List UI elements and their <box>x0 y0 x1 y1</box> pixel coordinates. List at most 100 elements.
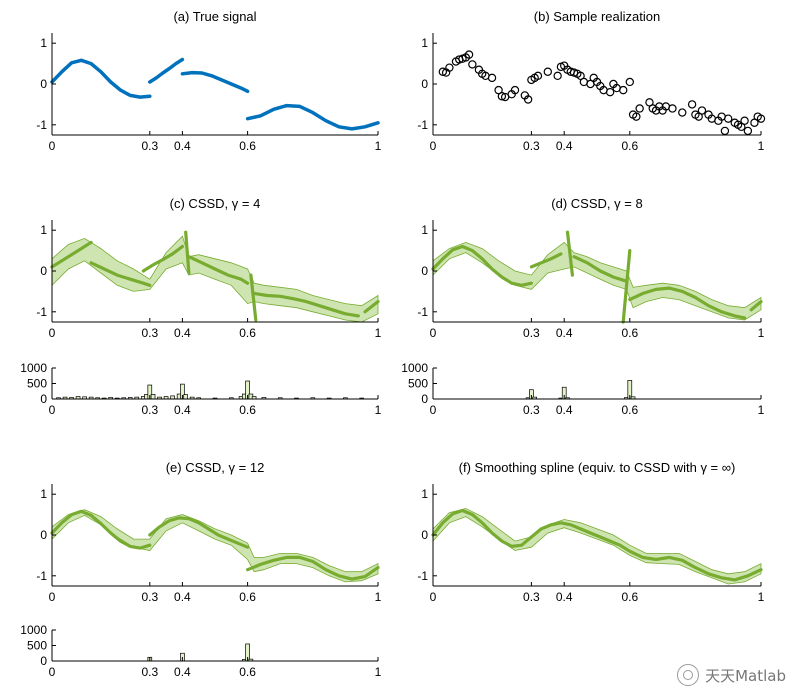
panel-f: (f) Smoothing spline (equiv. to CSSD wit… <box>417 460 764 604</box>
panel-f-confidence-band <box>433 509 761 585</box>
panel-b-y-tick-label: -1 <box>417 118 428 132</box>
panel-a-x-tick-label: 0.3 <box>141 139 158 153</box>
panel-a-series-segment <box>150 60 183 83</box>
panel-e-title: (e) CSSD, γ = 12 <box>166 460 265 475</box>
panel-d-hist-x-tick-label: 0.4 <box>556 403 573 417</box>
panel-a-y-tick-label: 0 <box>40 77 47 91</box>
panel-f-y-tick-label: 0 <box>421 528 428 542</box>
watermark-text: 天天Matlab <box>705 665 786 686</box>
panel-a-title: (a) True signal <box>173 9 256 24</box>
panel-b-data-point <box>725 115 732 122</box>
panel-e-x-tick-label: 0 <box>49 590 56 604</box>
panel-f-title: (f) Smoothing spline (equiv. to CSSD wit… <box>459 460 736 475</box>
panel-b-x-tick-label: 0 <box>430 139 437 153</box>
panel-e-x-tick-label: 0.4 <box>174 590 191 604</box>
panel-b-data-point <box>721 127 728 134</box>
panel-e-x-tick-label: 1 <box>375 590 382 604</box>
panel-d-hist-y-tick-label: 500 <box>408 377 428 391</box>
panel-d-y-tick-label: -1 <box>417 305 428 319</box>
panel-b-data-point <box>554 72 561 79</box>
panel-f-x-tick-label: 0.6 <box>621 590 638 604</box>
panel-a-series-segment <box>248 106 378 129</box>
panel-e-x-tick-label: 0.6 <box>239 590 256 604</box>
panel-c-hist-x-tick-label: 0.3 <box>141 403 158 417</box>
panel-e-hist-y-tick-label: 0 <box>40 654 47 668</box>
figure: (a) True signal0 0.3 0.4 0.6 1-101(b) Sample… <box>0 0 800 700</box>
panel-b-data-point <box>636 105 643 112</box>
panel-c-y-tick-label: 0 <box>40 264 47 278</box>
panel-d-title: (d) CSSD, γ = 8 <box>551 196 642 211</box>
panel-e-hist-y-tick-label: 1000 <box>20 623 47 637</box>
panel-f-y-tick-label: -1 <box>417 569 428 583</box>
panel-d-hist-x-tick-label: 1 <box>758 403 765 417</box>
panel-c-hist-x-tick-label: 0.4 <box>174 403 191 417</box>
panel-b-data-point <box>626 78 633 85</box>
panel-e-x-tick-label: 0.3 <box>141 590 158 604</box>
panel-c-x-tick-label: 0 <box>49 326 56 340</box>
panel-e-hist-x-tick-label: 0 <box>49 665 56 679</box>
panel-c-x-tick-label: 0.6 <box>239 326 256 340</box>
panel-d-hist-x-tick-label: 0 <box>430 403 437 417</box>
panel-f-x-tick-label: 0.4 <box>556 590 573 604</box>
panel-c-histogram-bar <box>184 395 188 399</box>
panel-b-data-point <box>620 87 627 94</box>
panel-b-x-tick-label: 0.6 <box>621 139 638 153</box>
panel-a-x-tick-label: 0.6 <box>239 139 256 153</box>
panel-d-hist-x-tick-label: 0.3 <box>523 403 540 417</box>
panel-c-hist-y-tick-label: 500 <box>27 377 47 391</box>
panel-d-y-tick-label: 1 <box>421 223 428 237</box>
panel-c-hist-x-tick-label: 0.6 <box>239 403 256 417</box>
panel-b-x-tick-label: 0.3 <box>523 139 540 153</box>
panel-e-hist-x-tick-label: 0.3 <box>141 665 158 679</box>
panel-d-x-tick-label: 0.6 <box>621 326 638 340</box>
panel-a-y-tick-label: 1 <box>40 36 47 50</box>
panel-b-x-tick-label: 0.4 <box>556 139 573 153</box>
watermark: 天天Matlab <box>677 664 786 686</box>
panel-c-y-tick-label: -1 <box>36 305 47 319</box>
panel-b-data-point <box>741 117 748 124</box>
panel-c-y-tick-label: 1 <box>40 223 47 237</box>
panel-f-y-tick-label: 1 <box>421 487 428 501</box>
panel-a-series-segment <box>52 60 150 97</box>
panel-b-y-tick-label: 0 <box>421 77 428 91</box>
panel-c-hist-x-tick-label: 0 <box>49 403 56 417</box>
panel-b-data-point <box>744 127 751 134</box>
panel-a-y-tick-label: -1 <box>36 118 47 132</box>
panel-d-x-tick-label: 0.3 <box>523 326 540 340</box>
panel-e-y-tick-label: 1 <box>40 487 47 501</box>
panel-b-data-point <box>469 61 476 68</box>
panel-b-data-point <box>488 74 495 81</box>
panel-f-x-tick-label: 0 <box>430 590 437 604</box>
panel-d-x-tick-label: 0 <box>430 326 437 340</box>
panel-d-hist-y-tick-label: 0 <box>421 392 428 406</box>
panel-c-title: (c) CSSD, γ = 4 <box>170 196 261 211</box>
wechat-icon <box>677 664 699 686</box>
panel-e-hist-x-tick-label: 0.4 <box>174 665 191 679</box>
panel-c-x-tick-label: 0.3 <box>141 326 158 340</box>
panel-d-x-tick-label: 0.4 <box>556 326 573 340</box>
panel-b-data-point <box>544 68 551 75</box>
panel-f-x-tick-label: 1 <box>758 590 765 604</box>
panel-b-data-point <box>689 101 696 108</box>
panel-b-data-point <box>669 105 676 112</box>
panel-e-hist-y-tick-label: 500 <box>27 639 47 653</box>
panel-a-x-tick-label: 0 <box>49 139 56 153</box>
panel-b-title: (b) Sample realization <box>534 9 660 24</box>
panel-e-y-tick-label: 0 <box>40 528 47 542</box>
panel-f-x-tick-label: 0.3 <box>523 590 540 604</box>
panel-c-x-tick-label: 1 <box>375 326 382 340</box>
panel-e-hist-x-tick-label: 1 <box>375 665 382 679</box>
panel-b-data-point <box>607 89 614 96</box>
panel-b-data-point <box>679 109 686 116</box>
panel-d-y-tick-label: 0 <box>421 264 428 278</box>
panel-e-hist-x-tick-label: 0.6 <box>239 665 256 679</box>
panel-d-x-tick-label: 1 <box>758 326 765 340</box>
panel-c-hist-y-tick-label: 0 <box>40 392 47 406</box>
panel-b-data-point <box>698 107 705 114</box>
panel-e: (e) CSSD, γ = 120 0.3 0.4 0.6 1-1010 0.3 0.4 0.… <box>20 460 381 679</box>
panel-a-x-tick-label: 1 <box>375 139 382 153</box>
